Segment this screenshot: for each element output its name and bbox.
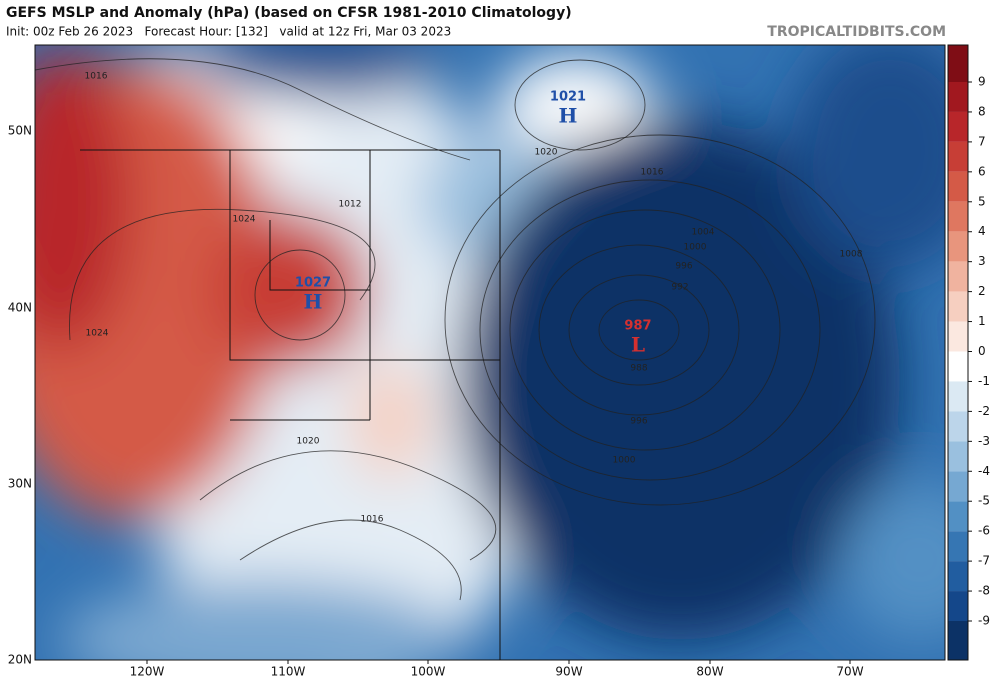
title: GEFS MSLP and Anomaly (hPa) (based on CF…: [6, 5, 572, 21]
colorbar-band: [948, 411, 968, 442]
colorbar-band: [948, 381, 968, 412]
lon-label: 100W: [411, 665, 446, 679]
colorbar-band: [948, 45, 968, 82]
lon-label: 70W: [836, 665, 863, 679]
colorbar-tick-label: -5: [978, 494, 990, 508]
colorbar-tick-label: 5: [978, 194, 986, 208]
subtitle: Init: 00z Feb 26 2023 Forecast Hour: [13…: [6, 25, 451, 39]
colorbar-band: [948, 261, 968, 292]
colorbar-band: [948, 351, 968, 382]
map: [35, 45, 945, 660]
colorbar-band: [948, 111, 968, 142]
lon-label: 90W: [555, 665, 582, 679]
colorbar-tick-label: 4: [978, 224, 986, 238]
contour-label: 1024: [233, 215, 256, 225]
colorbar-band: [948, 201, 968, 232]
contour-label: 1008: [840, 250, 863, 260]
colorbar-band: [948, 591, 968, 621]
map-frame: [34, 44, 946, 661]
colorbar-band: [948, 441, 968, 472]
contour-label: 1004: [692, 228, 715, 238]
brand: TROPICALTIDBITS.COM: [767, 24, 946, 40]
colorbar-band: [948, 291, 968, 322]
colorbar-frame: [947, 44, 969, 661]
colorbar-band: [948, 82, 968, 112]
contour-label: 1012: [339, 200, 362, 210]
colorbar-tick-label: -1: [978, 374, 990, 388]
colorbar-tick-label: 3: [978, 254, 986, 268]
contour-label: 1020: [297, 437, 320, 447]
colorbar-band: [948, 171, 968, 202]
contour-label: 1016: [85, 72, 108, 82]
colorbar-band: [948, 471, 968, 502]
colorbar-band: [948, 141, 968, 172]
pressure-center: L: [631, 333, 645, 357]
pressure-center: H: [304, 290, 323, 314]
lat-label: 30N: [8, 477, 32, 491]
lat-label: 40N: [8, 301, 32, 315]
colorbar-band: [948, 321, 968, 352]
colorbar-tick-label: -7: [978, 554, 990, 568]
colorbar-tick-label: 0: [978, 344, 986, 358]
contour-label: 1020: [535, 148, 558, 158]
contour-label: 992: [671, 283, 688, 293]
contour-label: 996: [630, 417, 647, 427]
colorbar-tick-label: -8: [978, 584, 990, 598]
contour-label: 1016: [641, 168, 664, 178]
lon-label: 110W: [271, 665, 306, 679]
colorbar-band: [948, 501, 968, 532]
colorbar-tick-label: 9: [978, 75, 986, 89]
pressure-center: H: [559, 104, 578, 128]
contour-label: 1000: [613, 456, 636, 466]
pressure-value: 987: [624, 319, 651, 334]
colorbar-tick-label: 8: [978, 104, 986, 118]
contour-label: 996: [675, 262, 692, 272]
colorbar-band: [948, 531, 968, 562]
lat-label: 20N: [8, 653, 32, 667]
colorbar-tick-label: -6: [978, 524, 990, 538]
lat-label: 50N: [8, 124, 32, 138]
colorbar-tick-label: 1: [978, 314, 986, 328]
colorbar-band: [948, 621, 968, 660]
colorbar-band: [948, 561, 968, 592]
contour-label: 1000: [684, 243, 707, 253]
colorbar-tick-label: -9: [978, 614, 990, 628]
contour-label: 988: [630, 364, 647, 374]
lon-label: 80W: [696, 665, 723, 679]
colorbar-tick-label: -2: [978, 404, 990, 418]
colorbar-tick-label: 6: [978, 164, 986, 178]
colorbar-tick-label: -3: [978, 434, 990, 448]
lon-label: 120W: [130, 665, 165, 679]
contours: [35, 58, 876, 601]
colorbar-tick-label: 2: [978, 284, 986, 298]
pressure-value: 1021: [550, 90, 586, 105]
colorbar-tick-label: 7: [978, 134, 986, 148]
contour-label: 1016: [361, 515, 384, 525]
borders: [80, 149, 501, 660]
colorbar-band: [948, 231, 968, 262]
contour-label: 1024: [86, 329, 109, 339]
colorbar-tick-label: -4: [978, 464, 990, 478]
pressure-value: 1027: [295, 276, 331, 291]
